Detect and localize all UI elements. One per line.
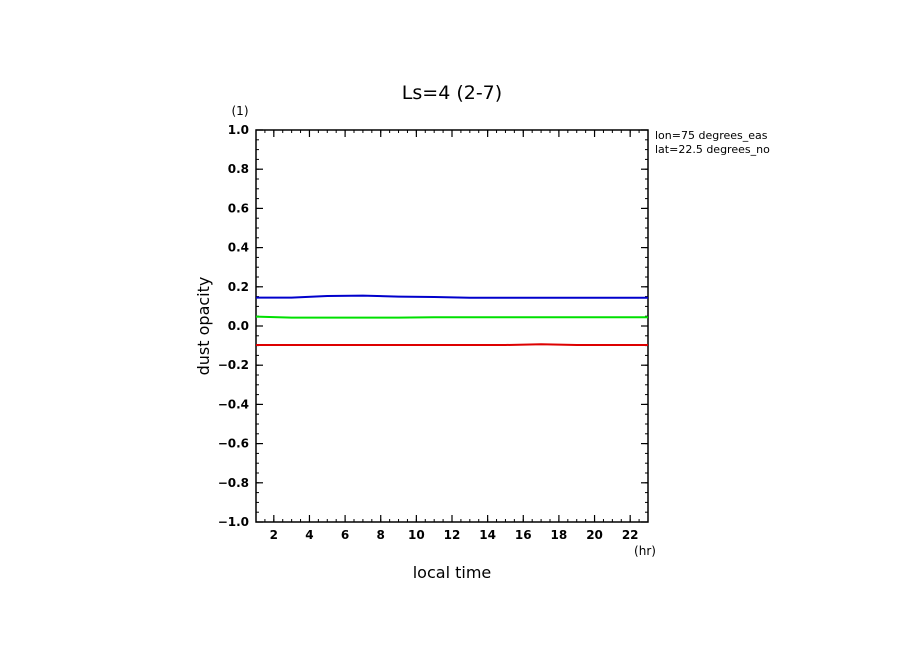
x-tick-label: 4	[305, 528, 313, 542]
y-tick-label: 0.6	[228, 201, 249, 215]
plot-frame	[255, 129, 649, 523]
plot-area: 2 4 6 8 10 12 14 16 18 20 22 −1.0 −0.8 −0.6 −0.4 −0.2 0.…	[218, 123, 649, 542]
x-tick-label: 16	[515, 528, 532, 542]
annotation-lon: lon=75 degrees_eas	[655, 129, 768, 142]
y-tick-label: −0.4	[218, 397, 249, 411]
y-tick-label: 1.0	[228, 123, 249, 137]
series-line-1	[255, 315, 648, 319]
x-tick-label: 12	[444, 528, 461, 542]
x-tick-label: 10	[408, 528, 425, 542]
series-line-2	[256, 343, 648, 346]
y-tick-label: −0.6	[218, 437, 249, 451]
y-tick-label: 0.2	[228, 280, 249, 294]
x-tick-label: 18	[551, 528, 568, 542]
x-tick-label: 20	[586, 528, 603, 542]
y-tick-label: −0.8	[218, 476, 249, 490]
y-tick-label: 0.0	[228, 319, 249, 333]
x-unit-label: (hr)	[634, 544, 656, 558]
chart-title: Ls=4 (2-7)	[402, 82, 502, 104]
x-tick-label: 14	[479, 528, 496, 542]
annotation-lat: lat=22.5 degrees_no	[655, 143, 770, 156]
x-tick-label: 2	[270, 528, 278, 542]
y-tick-label: −0.2	[218, 358, 249, 372]
x-tick-label: 8	[377, 528, 385, 542]
y-tick-label: 0.4	[228, 241, 249, 255]
y-tick-label: 0.8	[228, 162, 249, 176]
y-tick-label: −1.0	[218, 515, 249, 529]
x-axis-label: local time	[413, 563, 492, 582]
series-line-0	[256, 294, 648, 299]
x-tick-label: 22	[622, 528, 639, 542]
y-unit-label: (1)	[232, 104, 249, 118]
y-axis-label: dust opacity	[194, 277, 213, 376]
x-tick-label: 6	[341, 528, 349, 542]
